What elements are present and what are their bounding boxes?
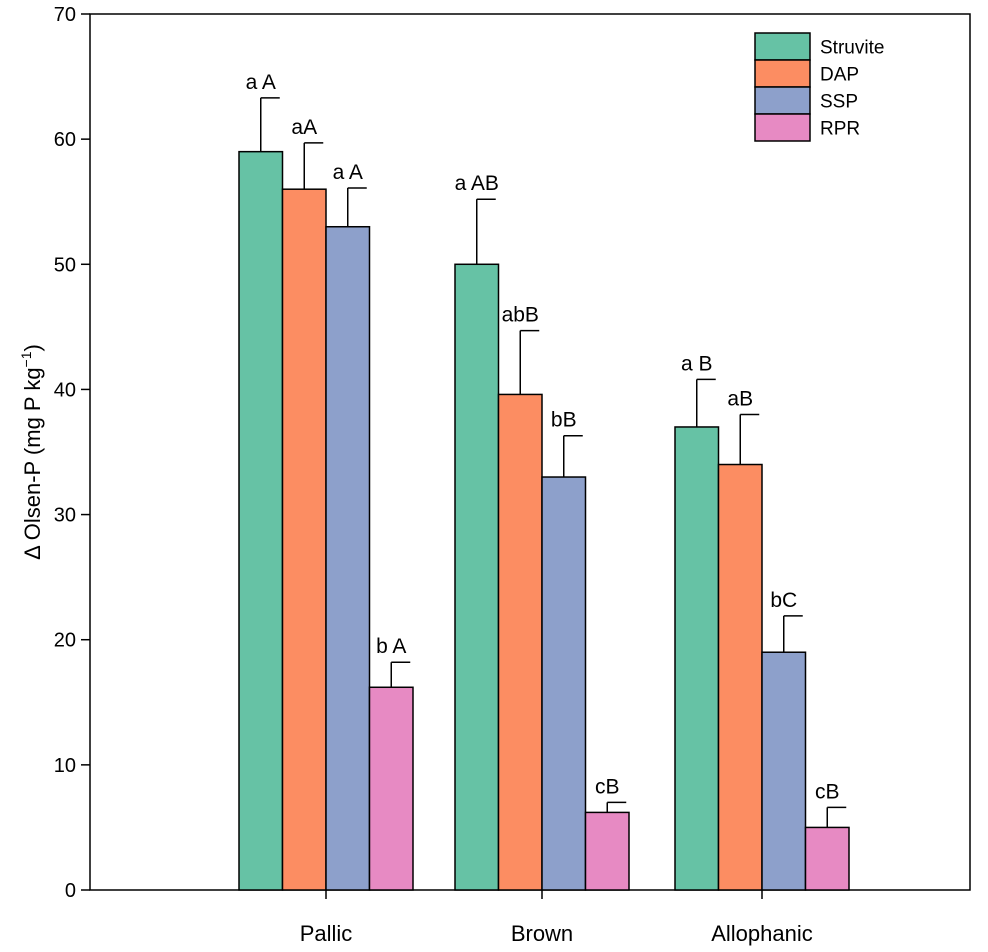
data-label: a B [681,352,713,375]
bar [281,188,327,891]
bar [804,826,850,891]
y-tick-label: 60 [54,129,76,151]
bar [238,150,284,891]
data-label: a A [246,71,276,94]
y-tick-label: 40 [54,379,76,401]
data-label: abB [502,304,539,327]
bar [497,393,543,891]
bar [454,263,500,891]
legend-swatch [754,32,811,61]
legend: Struvite DAP SSP RPR [754,32,884,142]
x-axis: Pallic Brown Allophanic [300,890,813,946]
data-label: a AB [455,172,499,195]
data-label: cB [815,780,840,803]
bar [541,476,587,891]
y-axis: 0 10 20 30 40 50 60 70 [54,4,90,902]
bar [325,225,371,891]
bar [584,811,630,891]
data-label: b A [376,635,406,658]
y-tick-label: 50 [54,254,76,276]
y-tick-label: 20 [54,630,76,652]
data-label: aB [727,387,753,410]
x-tick-label: Brown [511,921,573,946]
x-tick-label: Allophanic [711,921,813,946]
data-label: a A [333,161,363,184]
data-label: bC [770,589,797,612]
bar [717,463,763,891]
legend-swatch [754,59,811,88]
y-axis-title: Δ Olsen-P (mg P kg−1) [18,344,45,560]
legend-swatch [754,113,811,142]
legend-swatch [754,86,811,115]
bar [674,426,720,891]
y-tick-label: 0 [65,880,76,902]
y-tick-label: 70 [54,4,76,26]
bars [238,97,850,891]
legend-label: Struvite [820,38,884,59]
bar [761,651,807,891]
legend-label: SSP [820,92,858,113]
y-tick-label: 10 [54,755,76,777]
y-axis-title-superscript: −1 [18,351,34,367]
legend-label: RPR [820,119,860,140]
y-tick-label: 30 [54,505,76,527]
data-label: aA [291,116,317,139]
legend-label: DAP [820,65,859,86]
data-label: cB [595,775,620,798]
data-label: bB [551,409,577,432]
bar [368,686,414,891]
data-labels: a A aA a A b A a AB abB bB cB a B aB bC cB [246,71,840,804]
x-tick-label: Pallic [300,921,353,946]
